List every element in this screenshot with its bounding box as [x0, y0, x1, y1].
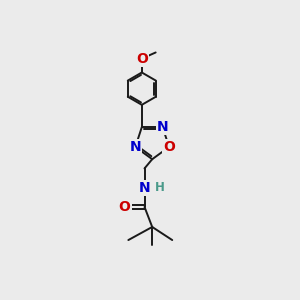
Text: O: O [118, 200, 130, 214]
Text: O: O [136, 52, 148, 66]
Text: N: N [139, 181, 150, 195]
Text: N: N [157, 120, 168, 134]
Text: N: N [130, 140, 141, 154]
Text: O: O [163, 140, 175, 154]
Text: H: H [155, 181, 165, 194]
